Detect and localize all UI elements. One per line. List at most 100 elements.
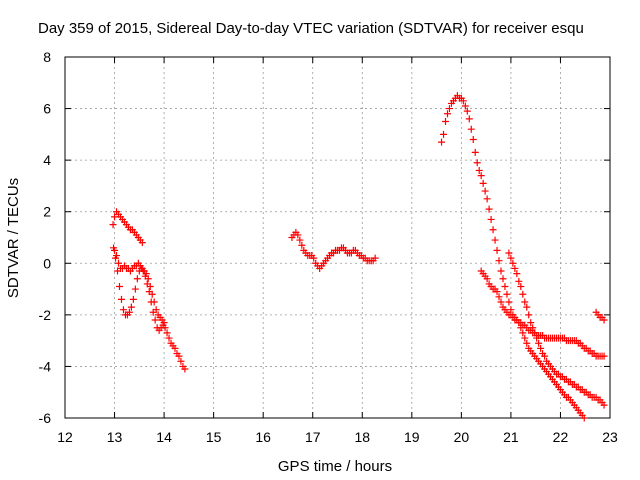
x-tick-label: 19 xyxy=(404,429,420,445)
data-point xyxy=(150,298,158,306)
data-points xyxy=(109,92,608,422)
data-point xyxy=(533,334,541,342)
data-point xyxy=(177,357,185,365)
data-point xyxy=(501,282,509,290)
data-point xyxy=(497,298,505,306)
data-point xyxy=(509,259,517,267)
x-tick-label: 22 xyxy=(553,429,569,445)
data-point xyxy=(475,166,483,174)
data-point xyxy=(146,282,154,290)
data-point xyxy=(469,136,477,144)
data-point xyxy=(521,298,529,306)
data-point xyxy=(115,259,123,267)
data-point xyxy=(495,257,503,265)
data-point xyxy=(487,215,495,223)
y-tick-labels: -6 -4 -2 0 2 4 6 8 xyxy=(39,49,52,426)
data-point xyxy=(493,246,501,254)
data-point xyxy=(133,275,141,283)
data-point xyxy=(131,285,139,293)
data-point xyxy=(600,401,608,409)
data-point xyxy=(181,365,189,373)
data-point xyxy=(151,316,159,324)
data-point xyxy=(294,231,302,239)
data-point xyxy=(537,344,545,352)
data-point xyxy=(525,311,533,319)
data-point xyxy=(493,288,501,296)
x-tick-label: 20 xyxy=(454,429,470,445)
x-tick-label: 21 xyxy=(503,429,519,445)
data-point xyxy=(165,334,173,342)
y-tick-label: 2 xyxy=(43,204,51,220)
x-tick-label: 15 xyxy=(206,429,222,445)
data-point xyxy=(113,252,121,260)
data-point xyxy=(461,102,469,110)
data-point xyxy=(497,267,505,275)
x-tick-label: 18 xyxy=(354,429,370,445)
data-point xyxy=(463,107,471,115)
data-point xyxy=(491,236,499,244)
data-point xyxy=(527,319,535,327)
chart-grid xyxy=(65,57,610,418)
data-point xyxy=(505,249,513,257)
data-point xyxy=(109,221,117,229)
data-point xyxy=(111,246,119,254)
data-point xyxy=(477,172,485,180)
x-tick-label: 16 xyxy=(255,429,271,445)
data-point xyxy=(440,130,448,138)
x-axis-label: GPS time / hours xyxy=(278,458,392,475)
y-tick-label: -2 xyxy=(39,307,52,323)
data-point xyxy=(443,110,451,118)
data-point xyxy=(521,334,529,342)
data-point xyxy=(483,275,491,283)
data-point xyxy=(127,303,135,311)
data-point xyxy=(535,339,543,347)
data-point xyxy=(600,316,608,324)
data-point xyxy=(503,290,511,298)
data-point xyxy=(161,324,169,332)
data-point xyxy=(111,213,119,221)
data-point xyxy=(142,270,150,278)
data-point xyxy=(160,319,168,327)
data-point xyxy=(138,239,146,247)
data-point xyxy=(144,275,152,283)
data-point xyxy=(473,159,481,167)
data-point xyxy=(523,303,531,311)
data-point xyxy=(310,254,318,262)
x-tick-label: 13 xyxy=(107,429,123,445)
x-tick-label: 23 xyxy=(602,429,618,445)
chart-title: Day 359 of 2015, Sidereal Day-to-day VTE… xyxy=(38,20,584,37)
data-point xyxy=(479,179,487,187)
data-point xyxy=(371,254,379,262)
data-point xyxy=(152,306,160,314)
data-point xyxy=(296,236,304,244)
y-tick-label: -4 xyxy=(39,358,52,374)
data-point xyxy=(465,115,473,123)
axis-ticks xyxy=(64,56,611,419)
data-point xyxy=(171,344,179,352)
data-point xyxy=(483,195,491,203)
y-axis-label: SDTVAR / TECUs xyxy=(5,178,22,298)
data-point xyxy=(519,290,527,298)
x-tick-label: 12 xyxy=(57,429,73,445)
data-point xyxy=(529,324,537,332)
data-point xyxy=(495,293,503,301)
y-tick-label: 8 xyxy=(43,49,51,65)
data-point xyxy=(129,295,137,303)
data-point xyxy=(445,105,453,113)
x-tick-labels: 12 13 14 15 16 17 18 19 20 21 22 23 xyxy=(57,429,618,445)
data-point xyxy=(119,306,127,314)
x-tick-label: 14 xyxy=(156,429,172,445)
data-point xyxy=(515,277,523,285)
data-point xyxy=(148,290,156,298)
data-point xyxy=(523,339,531,347)
data-point xyxy=(505,298,513,306)
data-point xyxy=(485,205,493,213)
data-point xyxy=(438,138,446,146)
data-point xyxy=(175,352,183,360)
data-point xyxy=(499,275,507,283)
data-point xyxy=(471,148,479,156)
x-tick-label: 17 xyxy=(305,429,321,445)
data-point xyxy=(481,187,489,195)
data-point xyxy=(580,414,588,422)
